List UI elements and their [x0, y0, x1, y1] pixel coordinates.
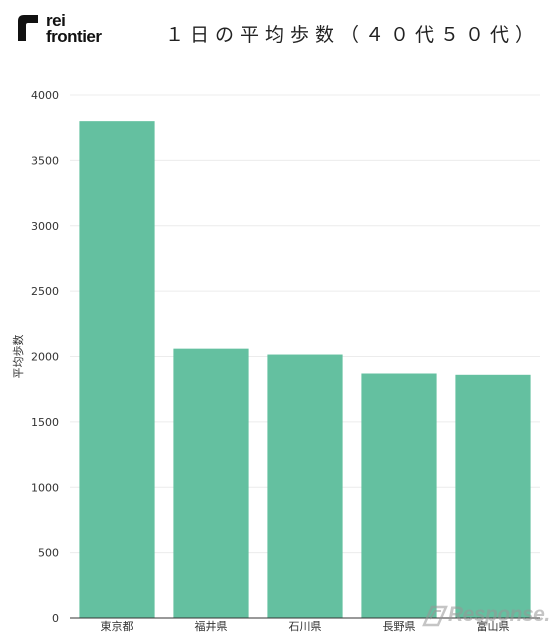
- y-tick-labels: 0 500 1000 1500 2000 2500 3000 3500 4000: [31, 89, 59, 625]
- bars: [79, 121, 531, 619]
- y-tick-label: 0: [52, 612, 59, 625]
- bar: [267, 354, 343, 618]
- y-tick-label: 3500: [31, 154, 59, 167]
- brand-logo: rei frontier: [14, 8, 124, 46]
- watermark-text: Response.: [448, 603, 550, 626]
- y-tick-label: 3000: [31, 220, 59, 233]
- y-tick-label: 2000: [31, 351, 59, 364]
- logo-mark-icon: [18, 15, 38, 41]
- bar: [79, 121, 155, 619]
- bar: [455, 374, 531, 618]
- y-axis-label: 平均歩数: [11, 335, 25, 379]
- x-tick-label: 富山県: [477, 619, 510, 633]
- y-tick-label: 2500: [31, 285, 59, 298]
- bar: [361, 373, 437, 618]
- logo-line-1: rei: [46, 11, 66, 30]
- logo-line-2: frontier: [46, 27, 102, 46]
- x-tick-labels: 東京都 福井県 石川県 長野県 富山県: [101, 619, 510, 633]
- response-logo-icon: [422, 605, 448, 627]
- y-tick-label: 1500: [31, 416, 59, 429]
- x-tick-label: 東京都: [101, 619, 134, 633]
- x-tick-label: 福井県: [195, 619, 228, 633]
- x-tick-label: 石川県: [289, 620, 322, 633]
- bar: [173, 348, 249, 618]
- y-tick-label: 1000: [31, 481, 59, 494]
- watermark: Response.: [422, 603, 550, 631]
- y-tick-label: 500: [38, 547, 59, 560]
- y-tick-label: 4000: [31, 89, 59, 102]
- chart-title: １日の平均歩数（４０代５０代）: [165, 24, 541, 46]
- x-tick-label: 長野県: [383, 620, 416, 633]
